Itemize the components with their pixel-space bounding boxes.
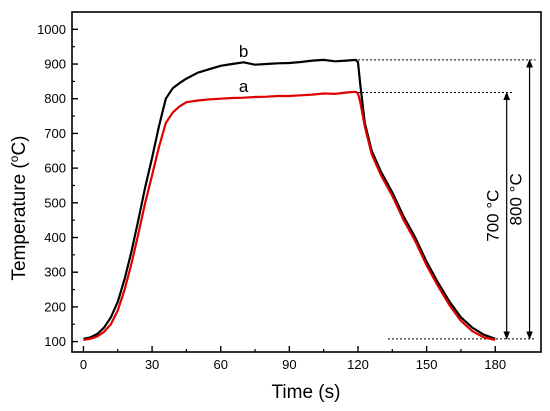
y-tick-label: 200 — [44, 299, 66, 314]
y-tick-label: 400 — [44, 230, 66, 245]
x-tick-label: 180 — [484, 357, 506, 372]
x-tick-label: 90 — [282, 357, 296, 372]
series-line-b — [83, 58, 496, 340]
y-tick-label: 700 — [44, 126, 66, 141]
x-tick-label: 0 — [80, 357, 87, 372]
series: ba — [83, 42, 496, 341]
y-tick-label: 900 — [44, 57, 66, 72]
y-tick-label: 1000 — [37, 22, 66, 37]
y-axis-title: Temperature (oC) — [7, 135, 30, 280]
x-axis-title: Time (s) — [272, 382, 341, 403]
y-tick-label: 300 — [44, 265, 66, 280]
x-tick-label: 150 — [416, 357, 438, 372]
y-tick-label: 500 — [44, 195, 66, 210]
x-tick-label: 30 — [145, 357, 159, 372]
plot-frame — [71, 11, 542, 353]
series-line-a — [83, 90, 496, 341]
span-label: 700 °C — [484, 190, 503, 242]
y-tick-label: 100 — [44, 334, 66, 349]
x-tick-label: 120 — [347, 357, 369, 372]
series-label-a: a — [239, 77, 249, 96]
x-tick-label: 60 — [213, 357, 227, 372]
y-tick-label: 600 — [44, 161, 66, 176]
axes: 0 30 60 90 120 150 180 100 200 300 400 500 600 700 800… — [37, 11, 542, 372]
y-tick-label: 800 — [44, 91, 66, 106]
annotations: 700 °C 800 °C — [357, 59, 536, 340]
span-label: 800 °C — [507, 173, 526, 225]
series-label-b: b — [239, 42, 248, 61]
